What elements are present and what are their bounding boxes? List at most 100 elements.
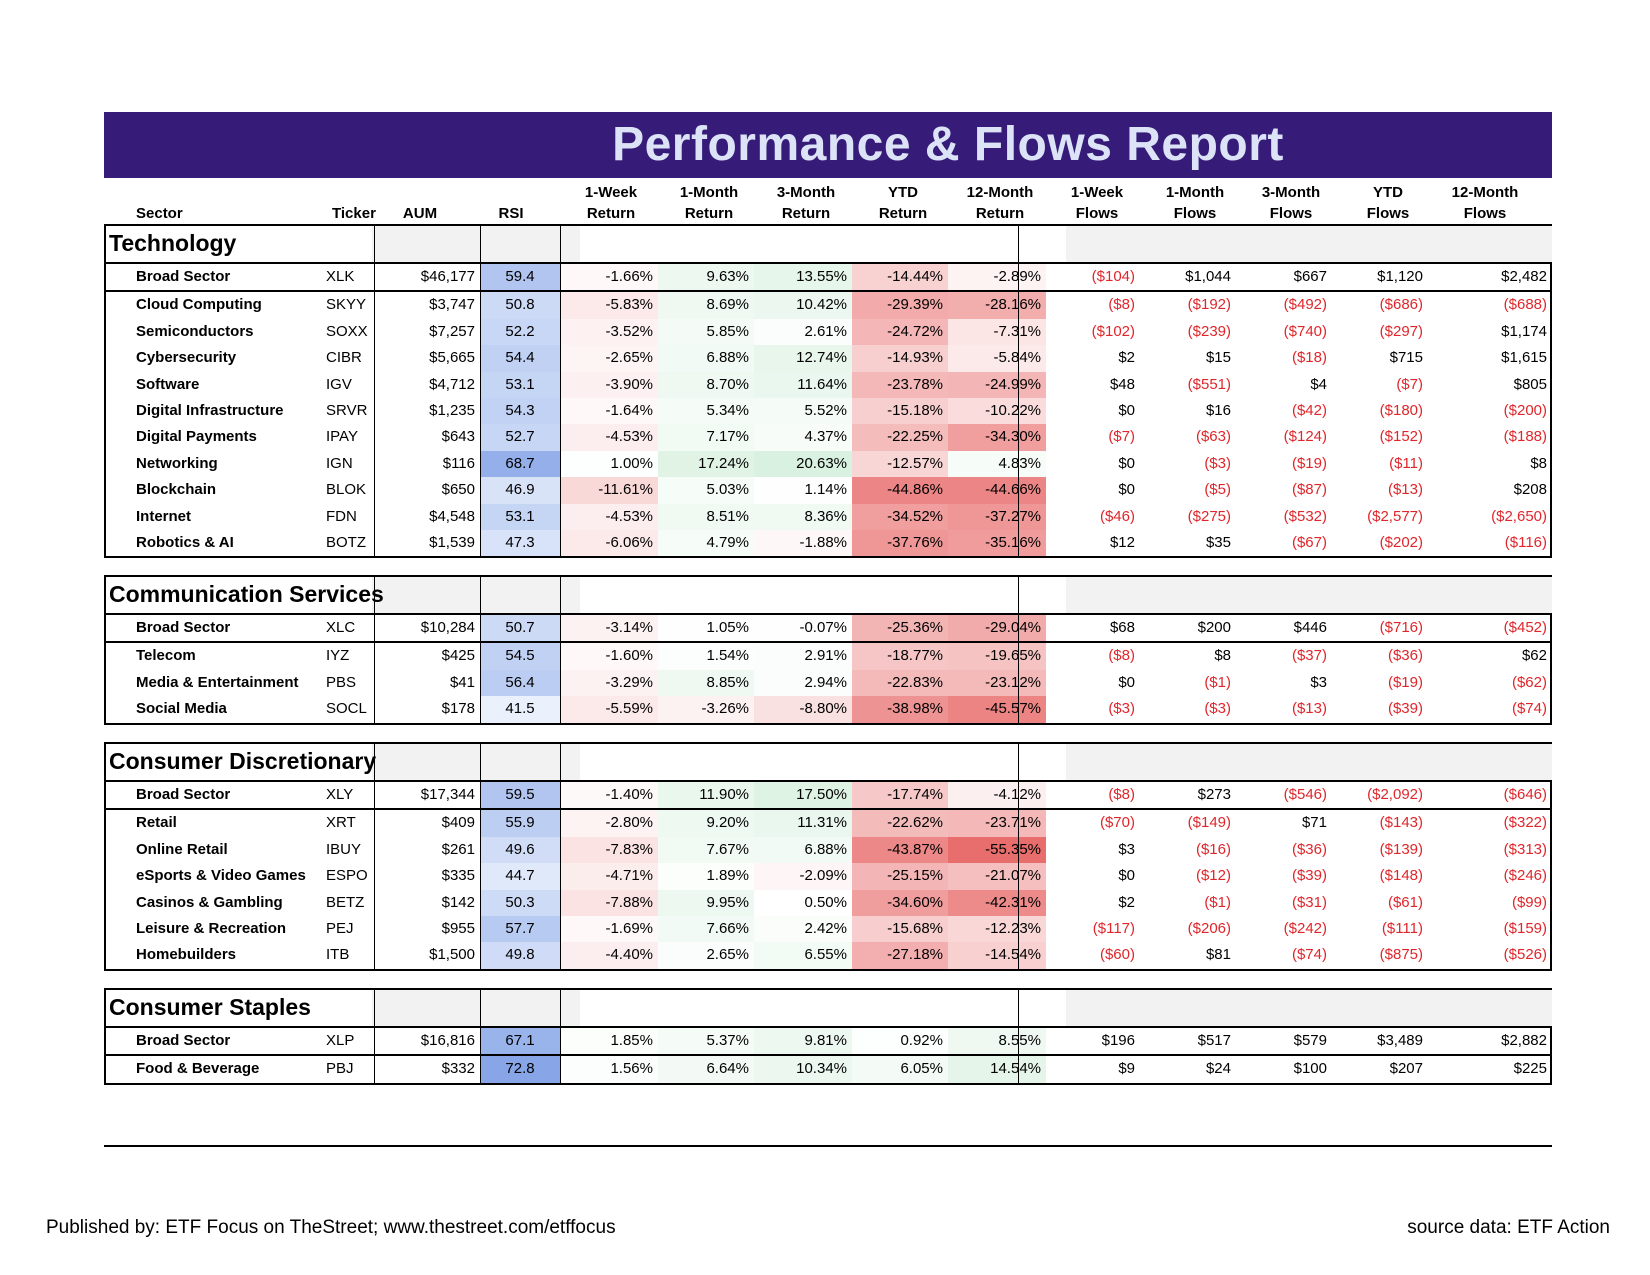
cell-ticker: XLY	[326, 786, 354, 803]
cell-flow-ytd: $1,120	[1377, 268, 1423, 285]
cell-ret-12m: -5.84%	[948, 345, 1046, 372]
section-title: Technology	[109, 230, 237, 256]
cell-ret-1w: -2.65%	[560, 345, 658, 372]
cell-ret-1m: 5.85%	[658, 318, 754, 346]
cell-flow-1m: $24	[1205, 1060, 1231, 1078]
cell-rsi: 52.7	[480, 424, 560, 451]
cell-flow-12m: $1,615	[1501, 349, 1547, 367]
cell-aum: $332	[441, 1060, 475, 1078]
cell-ret-12m: 4.83%	[948, 450, 1046, 478]
cell-ret-3m: 8.36%	[754, 503, 852, 530]
col-header-flow-1m: 1-Month Flows	[1148, 182, 1242, 224]
cell-flow-3m: ($13)	[1291, 700, 1327, 718]
cell-aum: $46,177	[420, 268, 475, 285]
col-header-line: 1-Week	[1070, 184, 1124, 201]
cell-ret-3m: 2.42%	[754, 915, 852, 943]
cell-aum: $650	[441, 481, 475, 499]
cell-flow-ytd: ($19)	[1387, 673, 1423, 691]
cell-ret-ytd: -24.72%	[852, 318, 948, 346]
cell-rsi: 53.1	[480, 371, 560, 398]
col-header-line: Return	[781, 205, 831, 222]
cell-sector: Broad Sector	[136, 1032, 231, 1049]
cell-flow-3m: $4	[1310, 375, 1327, 393]
cell-ret-ytd: -22.62%	[852, 810, 948, 837]
cell-flow-1w: ($3)	[1108, 700, 1135, 718]
cell-ret-ytd: -27.18%	[852, 942, 948, 969]
cell-flow-ytd: ($148)	[1379, 867, 1423, 885]
table-row: Retail XRT $409 55.9 -2.80% 9.20% 11.31% -22.62…	[106, 810, 1550, 837]
cell-aum: $261	[441, 840, 475, 858]
cell-flow-3m: ($42)	[1291, 401, 1327, 419]
cell-flow-ytd: ($111)	[1381, 919, 1423, 937]
cell-flow-12m: ($200)	[1503, 401, 1547, 419]
cell-flow-3m: ($19)	[1291, 454, 1327, 472]
cell-ret-1w: -3.90%	[560, 371, 658, 398]
cell-ret-12m: -10.22%	[948, 397, 1046, 425]
section-title: Consumer Discretionary	[109, 748, 377, 774]
cell-ret-1w: -3.29%	[560, 669, 658, 697]
cell-flow-12m: ($646)	[1503, 786, 1547, 803]
cell-flow-3m: ($36)	[1291, 840, 1327, 858]
cell-ticker: PEJ	[326, 919, 354, 937]
cell-flow-ytd: ($13)	[1387, 481, 1423, 499]
cell-ret-1w: 1.56%	[560, 1056, 658, 1083]
cell-flow-3m: ($492)	[1283, 296, 1327, 314]
cell-ret-1m: 7.66%	[658, 915, 754, 943]
cell-flow-1m: ($3)	[1204, 700, 1231, 718]
cell-ret-ytd: -34.60%	[852, 889, 948, 916]
cell-flow-1m: ($551)	[1187, 375, 1231, 393]
section-header: Consumer Discretionary	[106, 744, 1552, 782]
cell-rsi: 50.3	[480, 889, 560, 916]
cell-ret-ytd: -22.83%	[852, 669, 948, 697]
cell-flow-12m: ($74)	[1511, 700, 1547, 718]
table-row: Blockchain BLOK $650 46.9 -11.61% 5.03% 1.14% -…	[106, 477, 1550, 504]
cell-ret-12m: 8.55%	[948, 1028, 1046, 1055]
col-header-line: Return	[586, 205, 636, 222]
cell-ticker: CIBR	[326, 349, 362, 367]
cell-ret-1m: 5.34%	[658, 397, 754, 425]
cell-flow-12m: ($526)	[1503, 946, 1547, 964]
cell-ret-1m: 8.85%	[658, 669, 754, 697]
column-divider	[1018, 226, 1019, 557]
cell-ret-1m: 2.65%	[658, 942, 754, 969]
cell-flow-ytd: ($7)	[1396, 375, 1423, 393]
table-row: Semiconductors SOXX $7,257 52.2 -3.52% 5.85% 2…	[106, 318, 1550, 346]
cell-flow-12m: ($62)	[1511, 673, 1547, 691]
col-header-line: Flows	[1366, 205, 1410, 222]
cell-flow-1m: ($239)	[1187, 322, 1231, 340]
cell-ret-3m: 9.81%	[754, 1028, 852, 1055]
cell-rsi: 53.1	[480, 503, 560, 530]
cell-ret-12m: 14.54%	[948, 1056, 1046, 1083]
col-header-line: 12-Month	[966, 184, 1034, 201]
section-header-fill	[1066, 744, 1552, 780]
cell-rsi: 50.8	[480, 292, 560, 319]
cell-flow-3m: ($39)	[1291, 867, 1327, 885]
cell-ret-1w: 1.00%	[560, 450, 658, 478]
col-header-line	[372, 182, 468, 203]
cell-ticker: BOTZ	[326, 533, 366, 551]
cell-rsi: 49.6	[480, 836, 560, 864]
cell-ret-1w: -11.61%	[560, 477, 658, 504]
cell-ret-3m: 20.63%	[754, 450, 852, 478]
cell-ret-1w: -1.60%	[560, 643, 658, 670]
col-header-line: Ticker	[332, 205, 376, 222]
cell-flow-12m: ($116)	[1504, 533, 1547, 551]
cell-flow-ytd: ($180)	[1379, 401, 1423, 419]
cell-ret-ytd: -37.76%	[852, 529, 948, 557]
cell-ret-12m: -34.30%	[948, 424, 1046, 451]
col-header-line: AUM	[402, 205, 438, 222]
cell-flow-12m: ($2,650)	[1491, 507, 1547, 525]
cell-flow-ytd: ($2,092)	[1367, 786, 1423, 803]
cell-flow-1w: $2	[1118, 349, 1135, 367]
cell-ticker: IYZ	[326, 647, 350, 665]
published-by-text: Published by: ETF Focus on TheStreet; ww…	[46, 1217, 616, 1238]
cell-ret-1m: 6.88%	[658, 345, 754, 372]
cell-ticker: SOXX	[326, 322, 368, 340]
cell-ticker: IBUY	[326, 840, 362, 858]
cell-rsi: 55.9	[480, 810, 560, 837]
cell-flow-1m: ($1)	[1204, 893, 1231, 911]
column-divider	[374, 577, 375, 723]
col-header-flow-12m: 12-Month Flows	[1438, 182, 1532, 224]
cell-flow-1w: $0	[1118, 481, 1135, 499]
cell-ret-3m: 2.91%	[754, 643, 852, 670]
